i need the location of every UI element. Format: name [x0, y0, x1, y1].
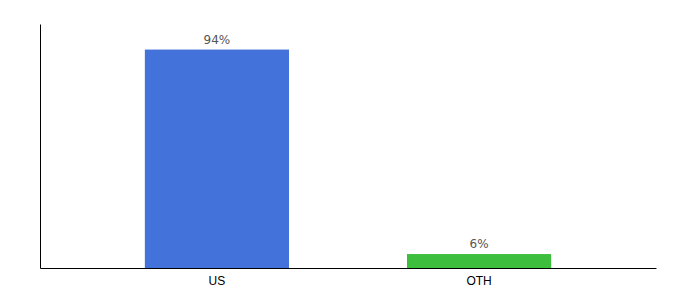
plot-area: US OTH 94% 6%	[41, 25, 657, 288]
x-axis: US OTH	[41, 268, 657, 288]
x-tick: US	[209, 268, 226, 288]
y-axis	[40, 25, 41, 269]
x-tick-label: OTH	[466, 274, 491, 288]
chart-svg: US OTH 94% 6%	[0, 0, 680, 300]
y-axis-line	[40, 25, 41, 269]
bar	[145, 50, 289, 268]
data-label: 94%	[204, 33, 231, 47]
data-label: 6%	[470, 237, 489, 251]
bars	[145, 50, 551, 268]
data-labels: 94% 6%	[204, 33, 489, 251]
chart-container: US OTH 94% 6%	[0, 0, 680, 300]
x-axis-line	[41, 268, 657, 269]
x-tick: OTH	[466, 268, 491, 288]
bar	[407, 254, 551, 268]
x-tick-label: US	[209, 274, 226, 288]
